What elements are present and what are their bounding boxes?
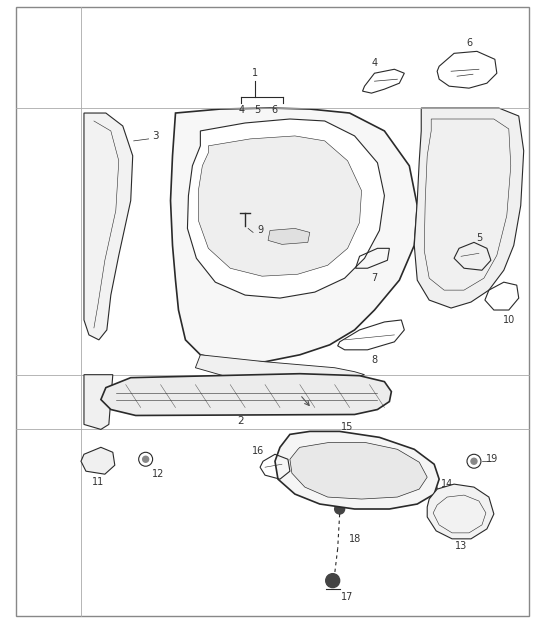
Polygon shape	[171, 108, 417, 362]
Text: 4: 4	[238, 105, 244, 115]
Circle shape	[335, 504, 344, 514]
Circle shape	[326, 573, 340, 588]
Polygon shape	[275, 431, 439, 509]
Text: 2: 2	[237, 416, 244, 426]
Text: 13: 13	[455, 541, 467, 551]
Polygon shape	[84, 375, 113, 430]
Text: 5: 5	[254, 105, 260, 115]
Polygon shape	[198, 136, 361, 276]
Text: 15: 15	[341, 423, 354, 433]
Text: 17: 17	[341, 592, 354, 602]
Text: 19: 19	[486, 454, 498, 464]
Text: 5: 5	[476, 234, 482, 244]
Text: 6: 6	[271, 105, 277, 115]
Text: 14: 14	[441, 479, 453, 489]
Text: 6: 6	[466, 38, 472, 48]
Text: 18: 18	[348, 534, 361, 544]
Polygon shape	[427, 484, 494, 539]
Text: 7: 7	[371, 273, 378, 283]
Polygon shape	[414, 108, 524, 308]
Text: 16: 16	[252, 447, 264, 457]
Polygon shape	[84, 113, 133, 340]
Polygon shape	[290, 442, 427, 499]
Circle shape	[94, 406, 98, 409]
Text: 1: 1	[252, 68, 258, 78]
Polygon shape	[187, 119, 384, 298]
Text: 9: 9	[257, 225, 263, 236]
Circle shape	[471, 458, 477, 464]
Text: 12: 12	[153, 469, 165, 479]
Polygon shape	[101, 374, 391, 416]
Text: 8: 8	[371, 355, 378, 365]
Circle shape	[94, 387, 98, 392]
Text: 4: 4	[371, 58, 378, 68]
Text: 11: 11	[92, 477, 104, 487]
Circle shape	[143, 457, 149, 462]
Polygon shape	[268, 229, 310, 244]
Circle shape	[428, 486, 434, 492]
Polygon shape	[81, 447, 115, 474]
Text: 3: 3	[152, 131, 159, 141]
Text: 10: 10	[502, 315, 515, 325]
Polygon shape	[196, 355, 365, 382]
